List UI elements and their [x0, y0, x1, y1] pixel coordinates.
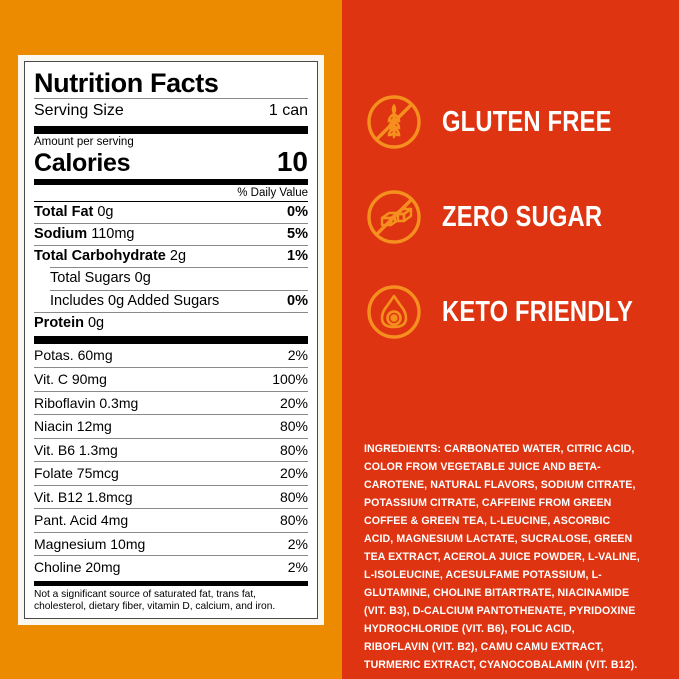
nutrient-name: Sodium 110mg	[34, 226, 135, 243]
protein-divider-bar	[34, 335, 308, 345]
nutrient-row: Protein 0g	[34, 313, 308, 334]
calories-divider-bar	[34, 179, 308, 186]
nutrient-row: Sodium 110mg 5%	[34, 224, 308, 245]
amount-per-serving-label: Amount per serving	[34, 136, 134, 149]
serving-size-value: 1 can	[268, 101, 308, 119]
nutrient-divider	[34, 223, 308, 225]
micronutrient-row: Niacin 12mg 80%	[34, 415, 308, 438]
nutrition-facts-card: Nutrition Facts Serving Size 1 can Amoun…	[24, 60, 318, 619]
nutrient-name: Total Fat 0g	[34, 204, 114, 221]
micronutrient-divider	[34, 461, 308, 463]
calories-row: Calories 10	[34, 147, 308, 177]
nutrient-name: Includes 0g Added Sugars	[50, 292, 220, 309]
nutrient-row: Total Sugars 0g	[34, 268, 308, 289]
nutrient-divider	[50, 289, 308, 291]
micronutrient-name: Choline 20mg	[34, 559, 121, 576]
ingredients-heading: INGREDIENTS:	[364, 443, 445, 455]
micronutrient-name: Vit. B6 1.3mg	[34, 441, 118, 458]
micronutrient-name: Folate 75mcg	[34, 465, 119, 482]
micronutrient-divider	[34, 508, 308, 510]
micronutrient-name: Magnesium 10mg	[34, 535, 146, 552]
micronutrient-row: Riboflavin 0.3mg 20%	[34, 392, 308, 415]
nutrient-row: Total Carbohydrate 2g 1%	[34, 246, 308, 267]
avocado-icon	[364, 282, 424, 342]
micronutrient-daily-value: 2%	[287, 559, 308, 576]
feature-keto-friendly: KETO FRIENDLY	[364, 282, 679, 342]
nutrient-row: Includes 0g Added Sugars 0%	[34, 291, 308, 312]
micronutrient-daily-value: 80%	[279, 441, 308, 458]
micronutrient-divider	[34, 531, 308, 533]
micronutrient-name: Pant. Acid 4mg	[34, 512, 129, 529]
ingredients-body: CARBONATED WATER, CITRIC ACID, COLOR FRO…	[364, 443, 640, 672]
micronutrient-daily-value: 80%	[279, 418, 308, 435]
micronutrient-name: Vit. C 90mg	[34, 370, 107, 387]
footnote-divider-bar	[34, 580, 308, 587]
serving-size-label: Serving Size	[34, 101, 124, 119]
calories-value: 10	[276, 145, 308, 177]
feature-zero-sugar: ZERO SUGAR	[364, 187, 679, 247]
micronutrient-daily-value: 100%	[272, 370, 308, 387]
ingredients-block: INGREDIENTS: CARBONATED WATER, CITRIC AC…	[364, 440, 642, 674]
micronutrient-daily-value: 80%	[279, 512, 308, 529]
micronutrient-daily-value: 20%	[279, 394, 308, 411]
micronutrient-name: Potas. 60mg	[34, 347, 113, 364]
nutrition-panel: Nutrition Facts Serving Size 1 can Amoun…	[0, 0, 342, 679]
feature-gluten-free: GLUTEN FREE	[364, 92, 679, 152]
micronutrient-name: Riboflavin 0.3mg	[34, 394, 139, 411]
calories-label: Calories	[34, 149, 131, 178]
micronutrient-row: Vit. C 90mg 100%	[34, 368, 308, 391]
title-divider	[34, 97, 308, 99]
features-panel: GLUTEN FREE	[342, 0, 679, 679]
feature-list: GLUTEN FREE	[342, 0, 679, 342]
micronutrient-daily-value: 80%	[279, 488, 308, 505]
nutrient-name: Total Carbohydrate 2g	[34, 248, 187, 265]
micronutrient-row: Potas. 60mg 2%	[34, 344, 308, 367]
micronutrient-row: Pant. Acid 4mg 80%	[34, 509, 308, 532]
micronutrient-row: Folate 75mcg 20%	[34, 462, 308, 485]
micronutrient-daily-value: 20%	[279, 465, 308, 482]
nutrient-daily-value: 0%	[287, 204, 308, 221]
nutrient-divider	[34, 311, 308, 313]
daily-value-divider	[34, 201, 308, 203]
serving-divider-bar	[34, 125, 308, 135]
nutrient-divider	[34, 245, 308, 247]
micronutrient-row: Vit. B12 1.8mcg 80%	[34, 486, 308, 509]
nutrient-name: Protein 0g	[34, 314, 105, 331]
nutrient-rows: Total Fat 0g 0% Sodium 110mg 5% Total Carboh…	[34, 202, 308, 334]
nutrient-name: Total Sugars 0g	[50, 270, 151, 287]
nutrient-daily-value: 0%	[287, 292, 308, 309]
sugar-cubes-no-symbol-icon	[364, 187, 424, 247]
micronutrient-row: Choline 20mg 2%	[34, 556, 308, 579]
micronutrient-rows: Potas. 60mg 2% Vit. C 90mg 100% Riboflavin 0…	[34, 344, 308, 578]
footnote-text: Not a significant source of saturated fa…	[34, 589, 276, 613]
micronutrient-daily-value: 2%	[287, 347, 308, 364]
feature-label-keto-friendly: KETO FRIENDLY	[442, 295, 634, 328]
daily-value-header: % Daily Value	[34, 185, 308, 201]
micronutrient-name: Niacin 12mg	[34, 418, 112, 435]
nutrition-label-mat: Nutrition Facts Serving Size 1 can Amoun…	[18, 54, 324, 625]
nutrient-row: Total Fat 0g 0%	[34, 202, 308, 223]
micronutrient-row: Magnesium 10mg 2%	[34, 533, 308, 556]
serving-size-row: Serving Size 1 can	[34, 99, 308, 124]
micronutrient-daily-value: 2%	[287, 535, 308, 552]
micronutrient-divider	[34, 555, 308, 557]
nutrient-daily-value: 5%	[287, 226, 308, 243]
wheat-no-symbol-icon	[364, 92, 424, 152]
micronutrient-divider	[34, 366, 308, 368]
micronutrient-divider	[34, 390, 308, 392]
nutrient-divider	[50, 267, 308, 269]
micronutrient-divider	[34, 437, 308, 439]
micronutrient-row: Vit. B6 1.3mg 80%	[34, 439, 308, 462]
nutrient-daily-value: 1%	[287, 248, 308, 265]
daily-value-header-text: % Daily Value	[237, 187, 308, 200]
micronutrient-divider	[34, 484, 308, 486]
micronutrient-divider	[34, 414, 308, 416]
nutrition-facts-title: Nutrition Facts	[34, 67, 219, 98]
micronutrient-name: Vit. B12 1.8mcg	[34, 488, 133, 505]
feature-label-zero-sugar: ZERO SUGAR	[442, 200, 603, 233]
feature-label-gluten-free: GLUTEN FREE	[442, 105, 612, 138]
